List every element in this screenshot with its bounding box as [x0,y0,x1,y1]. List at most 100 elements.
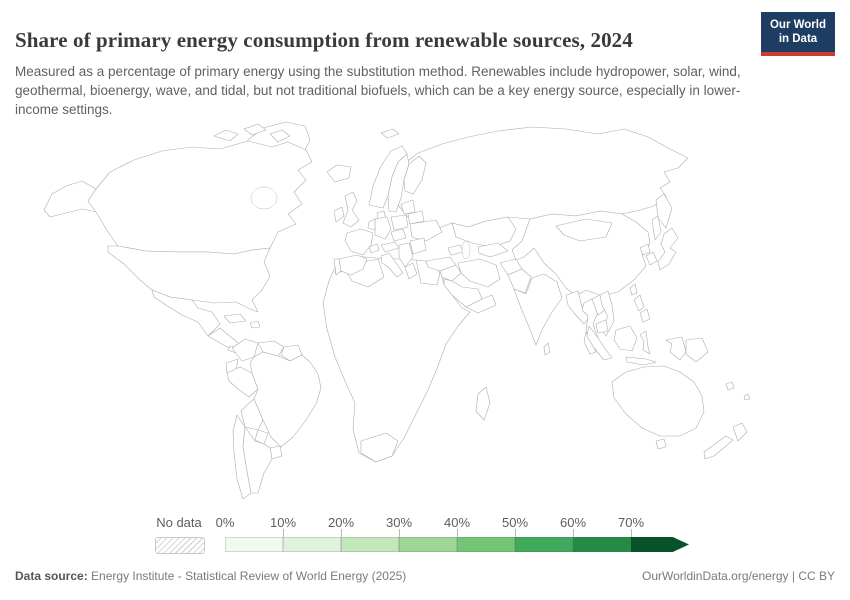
country-greece[interactable] [404,262,418,280]
legend-bin-0[interactable] [225,537,283,552]
country-united-states[interactable] [107,245,271,313]
country-new-zealand-south[interactable] [703,435,734,460]
country-sakhalin[interactable] [651,215,662,241]
country-russia[interactable] [395,126,689,230]
country-cuba[interactable] [223,313,247,324]
legend-tick-label-5: 50% [501,515,529,530]
owid-logo[interactable]: Our World in Data [761,12,835,56]
country-canada[interactable] [87,140,313,255]
country-north-korea[interactable] [639,243,651,256]
country-benelux[interactable] [367,218,376,231]
country-czechia[interactable] [390,228,407,242]
country-iraq-syria[interactable] [439,264,462,282]
country-caucasus[interactable] [447,244,464,256]
country-iceland[interactable] [326,164,352,183]
country-madagascar[interactable] [475,386,491,421]
legend-bin-1[interactable] [283,537,341,552]
country-sumatra[interactable] [586,325,613,361]
country-sulawesi[interactable] [639,330,651,355]
country-hispaniola[interactable] [249,320,261,329]
credit-line[interactable]: OurWorldinData.org/energy | CC BY [642,569,835,583]
country-colombia[interactable] [231,338,259,362]
country-canada-arctic-2[interactable] [243,123,267,136]
legend-tick-4 [457,529,458,537]
legend-no-data-swatch[interactable] [155,537,205,554]
legend-tick-label-7: 70% [617,515,645,530]
country-papua-new-guinea[interactable] [685,337,709,363]
country-ukraine[interactable] [409,219,443,242]
country-pakistan[interactable] [507,268,532,294]
country-tasmania[interactable] [655,438,667,450]
legend-tick-label-6: 60% [559,515,587,530]
country-sri-lanka[interactable] [543,342,551,356]
country-brazil[interactable] [249,351,322,448]
country-united-kingdom[interactable] [342,191,360,228]
country-ireland[interactable] [333,206,345,223]
legend-tick-label-3: 30% [385,515,413,530]
country-italy[interactable] [380,252,404,278]
country-svalbard[interactable] [380,128,400,139]
data-source-text[interactable]: Energy Institute - Statistical Review of… [91,569,407,583]
country-france[interactable] [344,228,374,256]
country-balkans[interactable] [398,242,414,268]
country-mexico[interactable] [151,289,221,337]
data-source-label: Data source: [15,569,88,583]
country-finland[interactable] [403,155,427,195]
legend-tick-5 [515,529,516,537]
country-switzerland[interactable] [368,243,380,254]
country-india[interactable] [513,273,563,346]
country-canada-arctic-3[interactable] [269,129,291,143]
legend-no-data-label: No data [156,515,202,530]
country-romania[interactable] [409,237,427,255]
legend-tick-label-0: 0% [215,515,235,530]
country-south-africa[interactable] [360,432,399,463]
country-borneo[interactable] [613,325,638,352]
legend-tick-7 [631,529,632,537]
country-south-korea[interactable] [645,251,658,266]
legend-bin-6[interactable] [573,537,631,552]
owid-logo-line1: Our World [769,19,826,31]
legend-tick-1 [283,529,284,537]
country-japan[interactable] [657,227,679,271]
country-mongolia[interactable] [555,218,613,242]
country-yemen-oman[interactable] [465,294,497,314]
country-central-asia[interactable] [477,242,509,258]
legend-tick-label-2: 20% [327,515,355,530]
legend-bin-2[interactable] [341,537,399,552]
legend-bin-7[interactable] [631,537,689,552]
country-kazakhstan[interactable] [451,216,517,248]
legend-tick-3 [399,529,400,537]
legend-bin-5[interactable] [515,537,573,552]
country-china[interactable] [511,210,651,297]
country-germany[interactable] [374,216,392,240]
owid-logo-line2: in Data [778,33,818,46]
country-java[interactable] [625,356,657,366]
country-philippines-south[interactable] [639,308,651,323]
world-map [0,104,850,510]
country-argentina[interactable] [242,426,273,494]
page-subtitle: Measured as a percentage of primary ener… [15,63,741,117]
legend-bin-3[interactable] [399,537,457,552]
country-canada-arctic-1[interactable] [213,129,239,142]
country-pacific-island-1[interactable] [725,381,735,391]
country-baltics[interactable] [400,199,416,215]
country-myanmar[interactable] [565,290,591,325]
country-taiwan[interactable] [629,283,638,296]
country-pacific-island-2[interactable] [743,393,751,401]
hudson-bay [250,186,278,210]
country-cambodia[interactable] [595,319,609,334]
country-iran[interactable] [457,258,501,288]
country-belarus[interactable] [407,210,425,225]
legend-bar [225,537,689,552]
country-australia[interactable] [611,365,705,437]
country-kamchatka[interactable] [655,193,673,229]
country-portugal[interactable] [333,258,342,276]
page-title: Share of primary energy consumption from… [15,28,633,53]
country-austria[interactable] [380,241,400,253]
country-poland[interactable] [390,214,409,231]
country-west-papua[interactable] [665,336,687,361]
country-peru[interactable] [226,366,259,398]
country-philippines-north[interactable] [633,294,645,312]
country-new-zealand-north[interactable] [732,422,748,442]
legend-bin-4[interactable] [457,537,515,552]
